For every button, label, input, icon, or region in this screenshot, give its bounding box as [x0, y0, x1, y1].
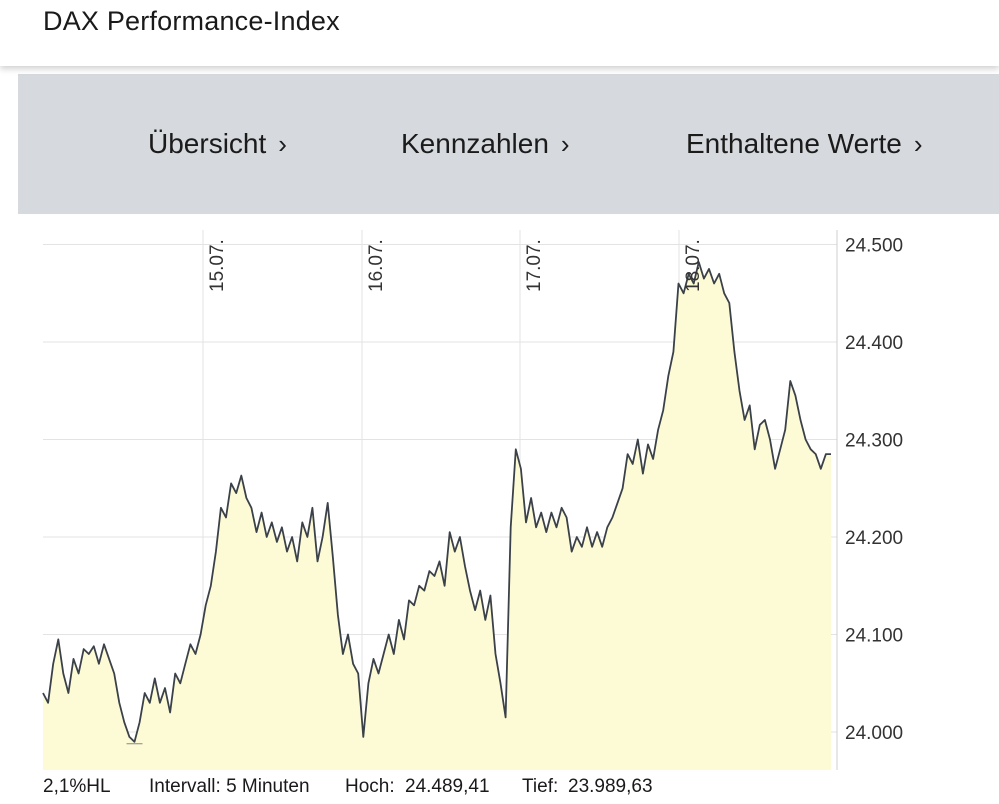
tab-overview-label: Übersicht [148, 128, 267, 159]
price-area [43, 262, 831, 770]
page-title: DAX Performance-Index [43, 6, 340, 36]
price-line [42, 261, 831, 743]
y-tick-label: 24.200 [845, 528, 903, 549]
chart-footer: 2,1%HL Intervall: 5 Minuten Hoch: 24.489… [0, 772, 999, 804]
y-axis-labels: 24.000 24.100 24.200 24.300 24.400 24.500 [845, 236, 903, 745]
high-label: Hoch: [345, 776, 395, 797]
chevron-right-icon: › [560, 129, 570, 159]
tab-constituents[interactable]: Enthaltene Werte › [686, 128, 923, 160]
y-tick-label: 24.100 [845, 626, 903, 647]
interval-label: Intervall: 5 Minuten [149, 776, 310, 797]
day-labels: 15.07. 16.07. 17.07. 18.07. [207, 239, 704, 292]
low-value: 23.989,63 [568, 776, 653, 797]
tab-key-figures[interactable]: Kennzahlen › [401, 128, 570, 160]
y-tick-label: 24.000 [845, 723, 903, 744]
day-label: 15.07. [207, 239, 228, 292]
chevron-right-icon: › [913, 129, 923, 159]
tab-constituents-label: Enthaltene Werte [686, 128, 902, 159]
tab-navigation: Übersicht › Kennzahlen › Enthaltene Werte › [18, 74, 999, 214]
y-tick-label: 24.400 [845, 333, 903, 354]
app-header: DAX Performance-Index [0, 0, 999, 66]
chevron-right-icon: › [278, 129, 287, 159]
high-value: 24.489,41 [405, 776, 490, 797]
chart-plot [42, 261, 831, 770]
low-label: Tief: [522, 776, 559, 797]
mode-indicator[interactable]: 2,1%HL [43, 776, 111, 797]
day-label: 16.07. [366, 239, 387, 292]
price-chart[interactable]: 24.000 24.100 24.200 24.300 24.400 24.500 15.… [0, 222, 999, 772]
day-label: 18.07. [683, 239, 704, 292]
y-tick-label: 24.500 [845, 236, 903, 257]
day-label: 17.07. [524, 239, 545, 292]
y-tick-label: 24.300 [845, 431, 903, 452]
tab-overview[interactable]: Übersicht › [148, 128, 287, 160]
tab-key-figures-label: Kennzahlen [401, 128, 549, 159]
